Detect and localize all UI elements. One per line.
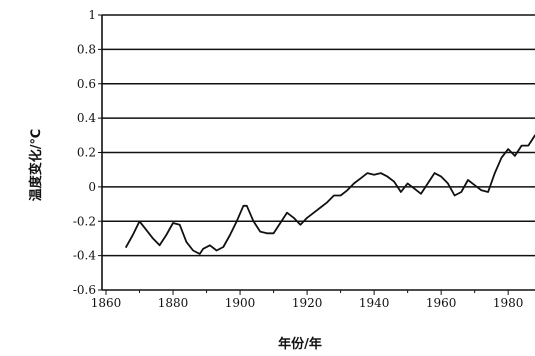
x-tick-label: 1960 (426, 296, 457, 310)
x-tick-label: 1980 (493, 296, 524, 310)
x-tick-label: 1880 (158, 296, 189, 310)
y-tick-label: 0.2 (77, 146, 96, 160)
x-tick-label: 1900 (225, 296, 256, 310)
x-tick-label: 1940 (359, 296, 390, 310)
y-tick-label: -0.2 (73, 214, 96, 228)
temperature-series-line (125, 134, 535, 255)
axes (98, 14, 535, 295)
y-tick-label: 0.4 (77, 111, 96, 125)
x-tick-label: 1920 (292, 296, 323, 310)
y-tick-label: 0 (88, 180, 96, 194)
series-layer (125, 134, 535, 255)
y-axis-title: 温度变化/℃ (28, 129, 44, 202)
x-axis-title: 年份/年 (278, 336, 322, 352)
y-tick-label: -0.6 (73, 283, 96, 297)
y-tick-label: 1 (88, 8, 96, 22)
gridlines (102, 14, 535, 257)
y-tick-label: 0.6 (77, 77, 96, 91)
y-tick-label: -0.4 (73, 249, 97, 263)
y-tick-label: 0.8 (77, 42, 96, 56)
x-tick-label: 1860 (91, 296, 122, 310)
